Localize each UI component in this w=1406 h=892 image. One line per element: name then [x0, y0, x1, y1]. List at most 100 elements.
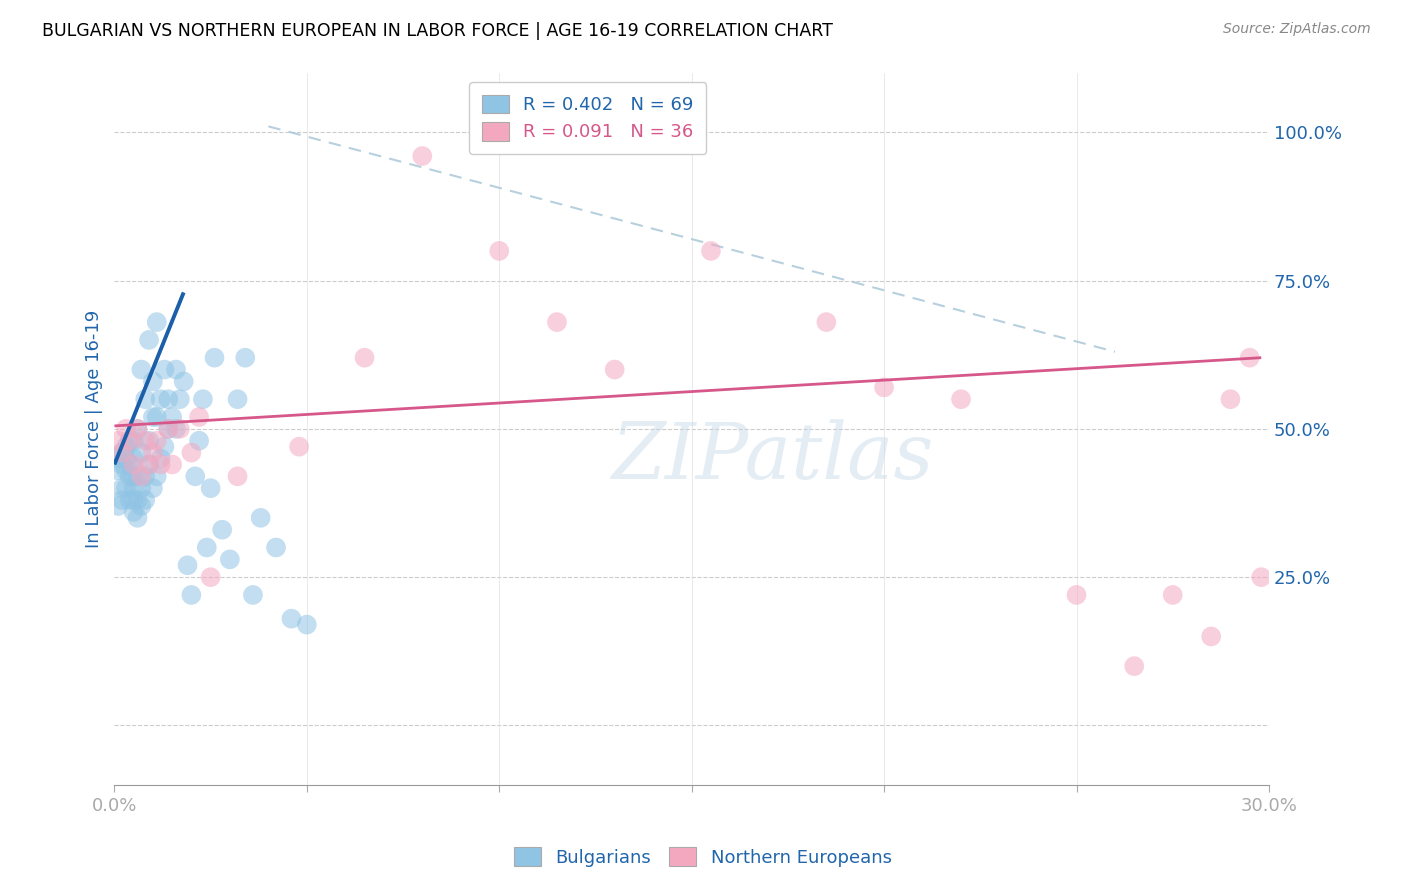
Point — [184, 469, 207, 483]
Point — [204, 351, 226, 365]
Point — [173, 375, 195, 389]
Point — [191, 392, 214, 407]
Point — [149, 392, 172, 407]
Point — [122, 505, 145, 519]
Point — [122, 469, 145, 483]
Point — [546, 315, 568, 329]
Legend: Bulgarians, Northern Europeans: Bulgarians, Northern Europeans — [506, 840, 900, 874]
Point — [118, 434, 141, 448]
Point — [280, 612, 302, 626]
Y-axis label: In Labor Force | Age 16-19: In Labor Force | Age 16-19 — [86, 310, 103, 548]
Point — [107, 434, 129, 448]
Point — [226, 392, 249, 407]
Point — [118, 458, 141, 472]
Point — [264, 541, 287, 555]
Point — [134, 493, 156, 508]
Point — [149, 458, 172, 472]
Point — [233, 351, 256, 365]
Point — [950, 392, 973, 407]
Point — [122, 434, 145, 448]
Point — [118, 493, 141, 508]
Point — [127, 511, 149, 525]
Point — [115, 463, 138, 477]
Point — [107, 451, 129, 466]
Point — [122, 458, 145, 472]
Point — [160, 458, 183, 472]
Point — [145, 434, 167, 448]
Point — [118, 469, 141, 483]
Point — [111, 445, 134, 459]
Point — [180, 445, 202, 459]
Point — [211, 523, 233, 537]
Point — [165, 362, 187, 376]
Point — [169, 392, 191, 407]
Point — [127, 469, 149, 483]
Point — [145, 409, 167, 424]
Point — [603, 362, 626, 376]
Point — [411, 149, 433, 163]
Point — [176, 558, 198, 573]
Point — [131, 499, 153, 513]
Point — [138, 333, 160, 347]
Point — [1250, 570, 1272, 584]
Point — [1161, 588, 1184, 602]
Point — [134, 434, 156, 448]
Point — [149, 451, 172, 466]
Point — [131, 362, 153, 376]
Point — [815, 315, 838, 329]
Point — [169, 422, 191, 436]
Point — [145, 315, 167, 329]
Point — [142, 375, 165, 389]
Point — [111, 458, 134, 472]
Point — [153, 362, 176, 376]
Point — [115, 422, 138, 436]
Point — [131, 445, 153, 459]
Point — [700, 244, 723, 258]
Point — [142, 445, 165, 459]
Point — [1219, 392, 1241, 407]
Point — [111, 493, 134, 508]
Point — [134, 392, 156, 407]
Point — [131, 481, 153, 495]
Point — [1066, 588, 1088, 602]
Point — [127, 422, 149, 436]
Point — [188, 409, 211, 424]
Point — [127, 422, 149, 436]
Point — [118, 434, 141, 448]
Point — [122, 451, 145, 466]
Point — [145, 469, 167, 483]
Point — [107, 463, 129, 477]
Point — [288, 440, 311, 454]
Point — [111, 445, 134, 459]
Point — [138, 458, 160, 472]
Point — [1123, 659, 1146, 673]
Point — [873, 380, 896, 394]
Point — [122, 493, 145, 508]
Point — [180, 588, 202, 602]
Point — [122, 481, 145, 495]
Point — [188, 434, 211, 448]
Point — [200, 481, 222, 495]
Point — [138, 458, 160, 472]
Legend: R = 0.402   N = 69, R = 0.091   N = 36: R = 0.402 N = 69, R = 0.091 N = 36 — [470, 82, 706, 154]
Point — [142, 409, 165, 424]
Point — [226, 469, 249, 483]
Point — [160, 409, 183, 424]
Point — [1199, 630, 1222, 644]
Point — [249, 511, 271, 525]
Point — [134, 469, 156, 483]
Point — [242, 588, 264, 602]
Point — [127, 493, 149, 508]
Point — [131, 469, 153, 483]
Point — [115, 451, 138, 466]
Point — [353, 351, 375, 365]
Point — [295, 617, 318, 632]
Text: Source: ZipAtlas.com: Source: ZipAtlas.com — [1223, 22, 1371, 37]
Text: ZIPatlas: ZIPatlas — [612, 419, 934, 495]
Point — [165, 422, 187, 436]
Point — [200, 570, 222, 584]
Point — [218, 552, 240, 566]
Text: BULGARIAN VS NORTHERN EUROPEAN IN LABOR FORCE | AGE 16-19 CORRELATION CHART: BULGARIAN VS NORTHERN EUROPEAN IN LABOR … — [42, 22, 832, 40]
Point — [115, 440, 138, 454]
Point — [157, 422, 180, 436]
